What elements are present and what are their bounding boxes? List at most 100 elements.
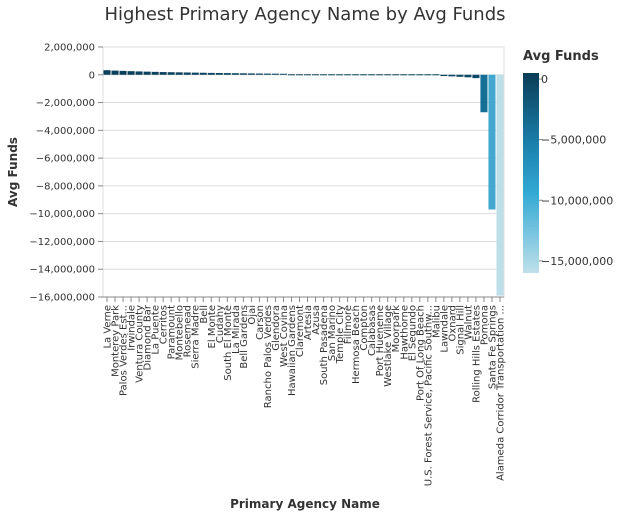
x-tick-label: Monterey Park	[111, 305, 122, 377]
bar[interactable]	[239, 73, 247, 75]
x-tick-label: Irwindale	[127, 305, 138, 351]
x-tick-label: San Marino	[327, 305, 338, 361]
bar[interactable]	[464, 74, 472, 78]
bar[interactable]	[480, 74, 488, 113]
bar[interactable]	[336, 74, 344, 76]
bar[interactable]	[135, 71, 143, 75]
axis-layer: 2,000,000 0 −2,000,000 −4,000,000 −6,000,000…	[29, 43, 504, 304]
x-tick-label: La Mirada	[231, 305, 242, 354]
bar[interactable]	[127, 71, 135, 75]
bar[interactable]	[255, 73, 263, 75]
bar[interactable]	[352, 74, 360, 76]
bar[interactable]	[207, 72, 215, 75]
bar[interactable]	[440, 74, 448, 77]
x-tick-label: Temple City	[335, 305, 346, 364]
y-tick-label: −16,000,000	[29, 293, 95, 304]
bar[interactable]	[384, 74, 392, 76]
bar[interactable]	[199, 72, 207, 75]
bar[interactable]	[360, 74, 368, 76]
legend-tick-label: −10,000,000	[541, 194, 613, 207]
bar[interactable]	[496, 74, 504, 296]
bar[interactable]	[320, 74, 328, 76]
x-tick-label: Fillmore	[343, 305, 354, 344]
x-tick-label: Rancho Palos Verdes	[263, 305, 274, 408]
bar[interactable]	[368, 74, 376, 76]
x-tick-label: Diamond Bar	[143, 304, 154, 370]
x-tick-label: Moorpark	[391, 305, 402, 353]
x-tick-label: El Segundo	[407, 305, 418, 361]
bar[interactable]	[312, 74, 320, 76]
x-tick-label: Oxnard	[447, 305, 458, 342]
bar[interactable]	[215, 73, 223, 75]
bar[interactable]	[416, 74, 424, 76]
y-axis-title: Avg Funds	[6, 137, 20, 207]
bar[interactable]	[279, 73, 287, 75]
bar[interactable]	[103, 70, 111, 75]
x-tick-label: Rolling Hills Estates	[471, 305, 482, 403]
x-tick-label: Hermosa Beach	[351, 305, 362, 384]
x-tick-label: Claremont	[295, 305, 306, 357]
bar[interactable]	[247, 73, 255, 75]
bar[interactable]	[183, 72, 191, 75]
y-tick-label: −10,000,000	[29, 209, 95, 220]
x-axis-title: Primary Agency Name	[230, 497, 380, 511]
x-tick-label: South El Monte	[223, 305, 234, 381]
x-tick-label: Montebello	[175, 305, 186, 360]
bar[interactable]	[344, 74, 352, 76]
bar[interactable]	[191, 72, 199, 75]
bar[interactable]	[287, 74, 295, 76]
x-tick-label: El Monte	[207, 305, 218, 348]
bar[interactable]	[167, 72, 175, 75]
bar[interactable]	[424, 74, 432, 76]
bar[interactable]	[488, 74, 496, 210]
bar[interactable]	[408, 74, 416, 76]
x-tick-label: Ventura County	[135, 305, 146, 383]
bar[interactable]	[231, 73, 239, 75]
bar[interactable]	[111, 70, 119, 75]
x-tick-label: South Pasadena	[319, 305, 330, 385]
x-tick-label: Compton	[359, 305, 370, 351]
x-tick-label: Calabasas	[367, 305, 378, 356]
x-tick-label: Lawndale	[439, 305, 450, 353]
x-tick-label: La Verne	[103, 305, 114, 349]
legend-tick-label: −5,000,000	[541, 134, 606, 147]
bar[interactable]	[400, 74, 408, 76]
x-tick-label: Azusa	[311, 305, 322, 335]
bar[interactable]	[472, 74, 480, 79]
x-tick-label: Hawthorne	[399, 305, 410, 360]
bar[interactable]	[175, 72, 183, 75]
bar[interactable]	[263, 73, 271, 75]
y-tick-label: 0	[89, 70, 95, 81]
bar[interactable]	[119, 70, 127, 75]
x-tick-label: Ojai	[247, 305, 258, 325]
x-tick-label: Paramount	[167, 305, 178, 359]
plot-frame	[102, 46, 505, 298]
y-tick-label: −6,000,000	[36, 154, 95, 165]
grid-layer	[102, 46, 505, 298]
bar[interactable]	[328, 74, 336, 76]
x-tick-label: Malibu	[431, 305, 442, 338]
x-tick-label: Sierra Madre	[191, 305, 202, 369]
bar[interactable]	[448, 74, 456, 77]
x-tick-label: U.S. Forest Service, Pacific Southw...	[423, 305, 434, 486]
bar[interactable]	[295, 74, 304, 76]
bar[interactable]	[392, 74, 400, 76]
legend: Avg Funds 0 −5,000,000 −10,000,000 −15,000,…	[523, 49, 613, 273]
legend-title: Avg Funds	[523, 49, 599, 64]
bar[interactable]	[303, 74, 312, 76]
x-tick-label: Santa Fe Springs	[487, 305, 498, 389]
bar[interactable]	[143, 71, 151, 75]
bar[interactable]	[151, 71, 159, 75]
bar[interactable]	[223, 73, 231, 75]
bar[interactable]	[432, 74, 440, 76]
bar[interactable]	[159, 72, 167, 75]
bar[interactable]	[271, 73, 279, 75]
bar[interactable]	[376, 74, 384, 76]
x-tick-label: Pomona	[479, 305, 490, 345]
y-tick-label: −14,000,000	[29, 265, 95, 276]
bar[interactable]	[456, 74, 464, 77]
x-tick-label: Carson	[255, 305, 266, 340]
x-tick-label: Palos Verdes Est...	[119, 305, 130, 396]
